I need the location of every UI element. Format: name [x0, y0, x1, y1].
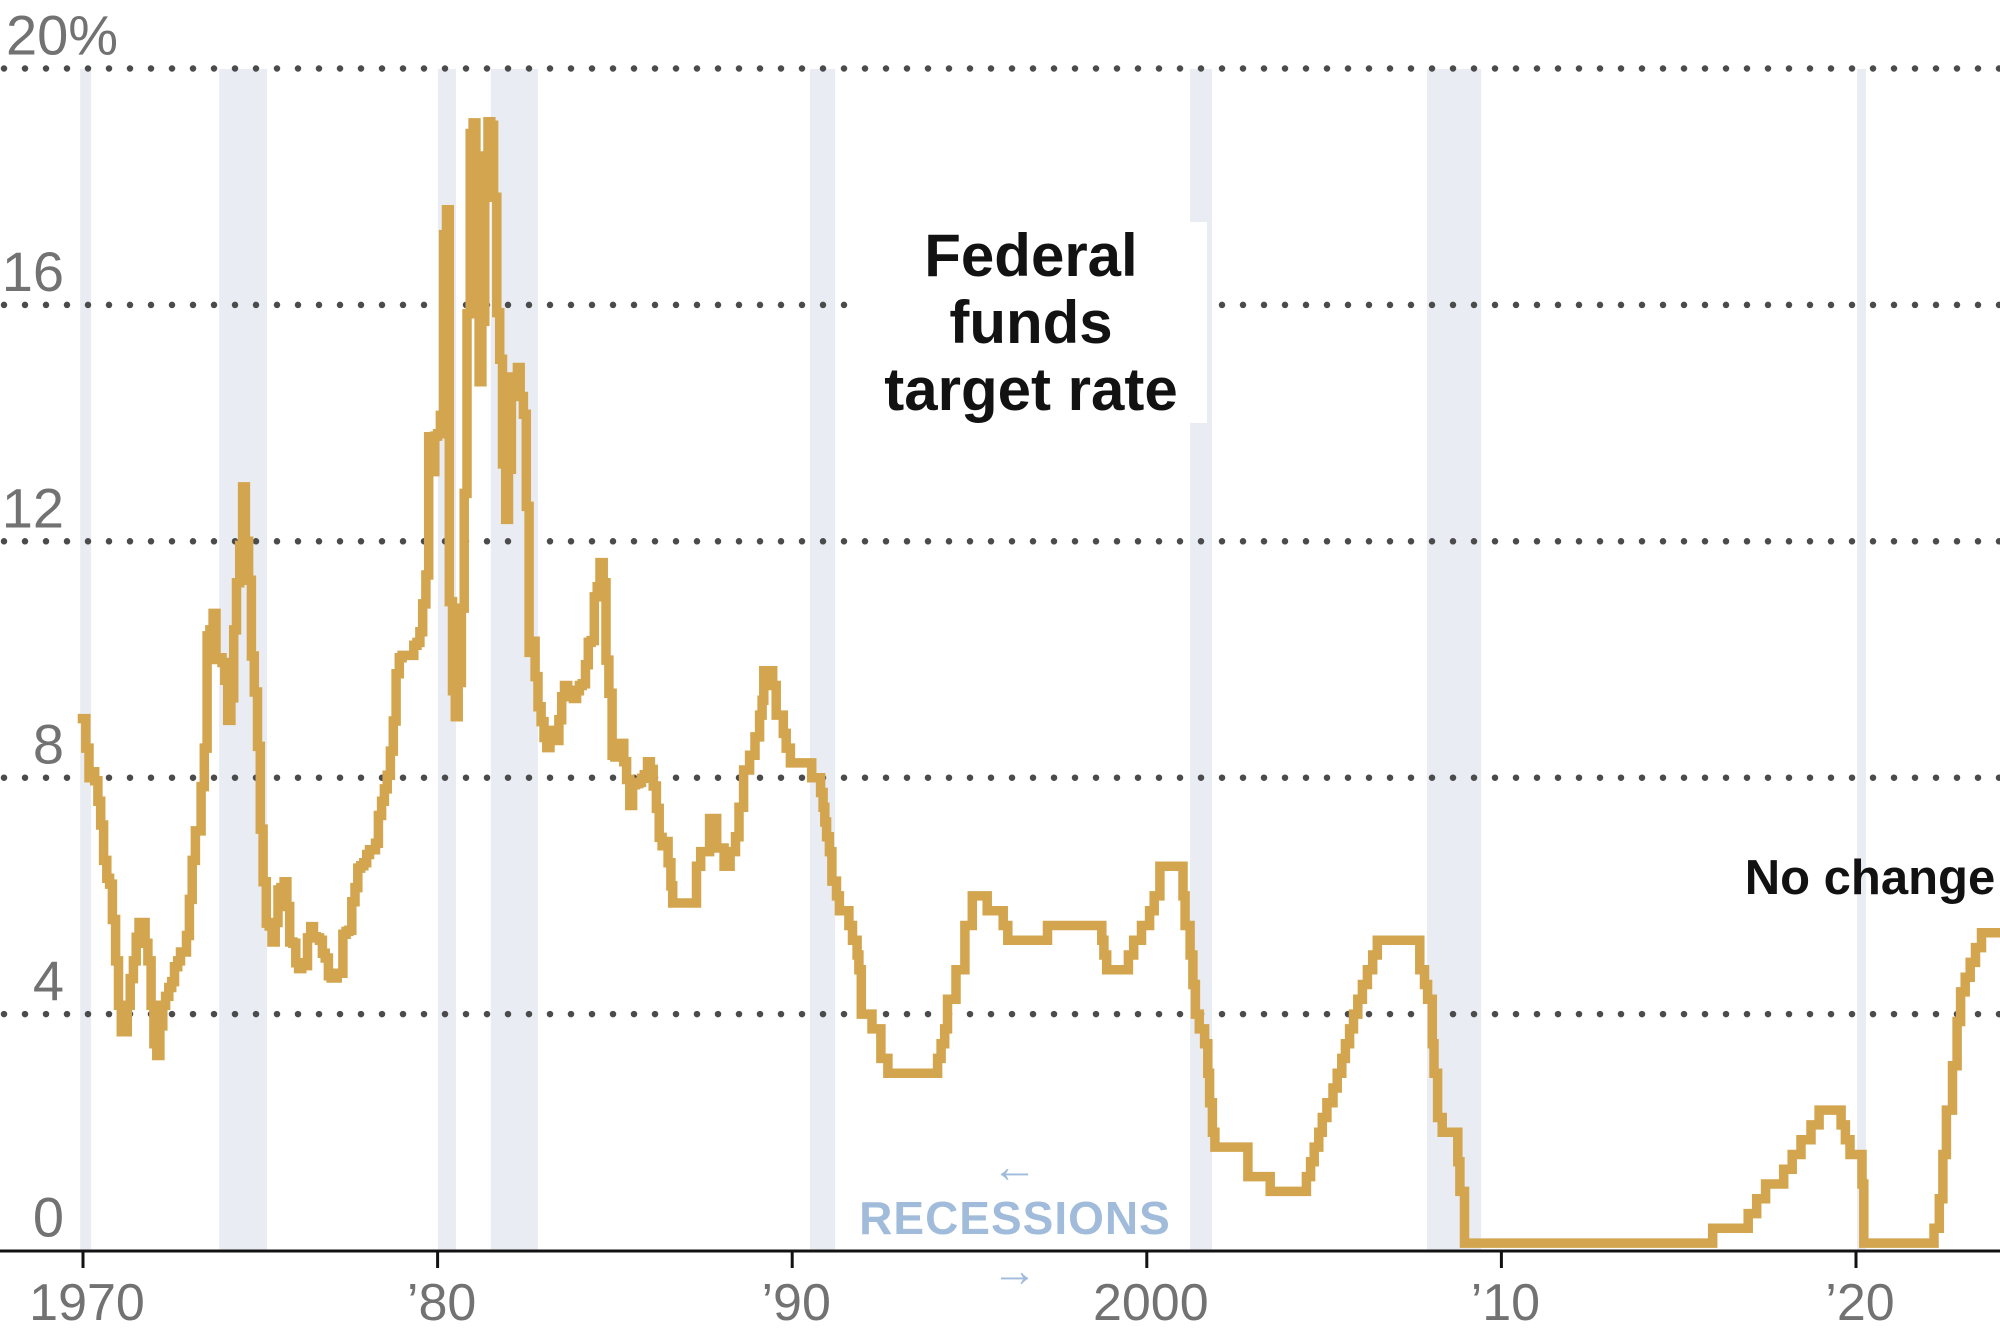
x-axis-label-2020: ’20 — [1825, 1274, 1894, 1332]
x-axis-label-1980: ’80 — [407, 1274, 476, 1332]
y-axis-label-0: 0 — [33, 1186, 64, 1249]
recessions-legend-label: ← RECESSIONS → — [859, 1140, 1171, 1296]
fed-funds-rate-line — [77, 116, 2000, 1248]
y-axis-label-8: 8 — [33, 713, 64, 776]
y-axis-label-4: 4 — [33, 949, 64, 1012]
x-axis-label-1990: ’90 — [761, 1274, 830, 1332]
no-change-annotation: No change — [1744, 851, 1996, 905]
x-axis-label-1970: 1970 — [29, 1274, 145, 1332]
y-axis-label-20: 20% — [6, 4, 118, 67]
chart-title: Federal funds target rate — [855, 222, 1207, 423]
recession-band — [80, 69, 92, 1251]
x-axis-label-2010: ’10 — [1471, 1274, 1540, 1332]
recession-band — [1857, 69, 1866, 1251]
recession-band — [809, 69, 836, 1251]
y-axis-label-16: 16 — [2, 240, 64, 303]
chart-title-line2: target rate — [884, 356, 1178, 423]
chart-title-line1: Federal funds — [924, 222, 1138, 356]
y-axis-label-12: 12 — [2, 476, 64, 539]
x-axis-label-2000: 2000 — [1093, 1274, 1209, 1332]
